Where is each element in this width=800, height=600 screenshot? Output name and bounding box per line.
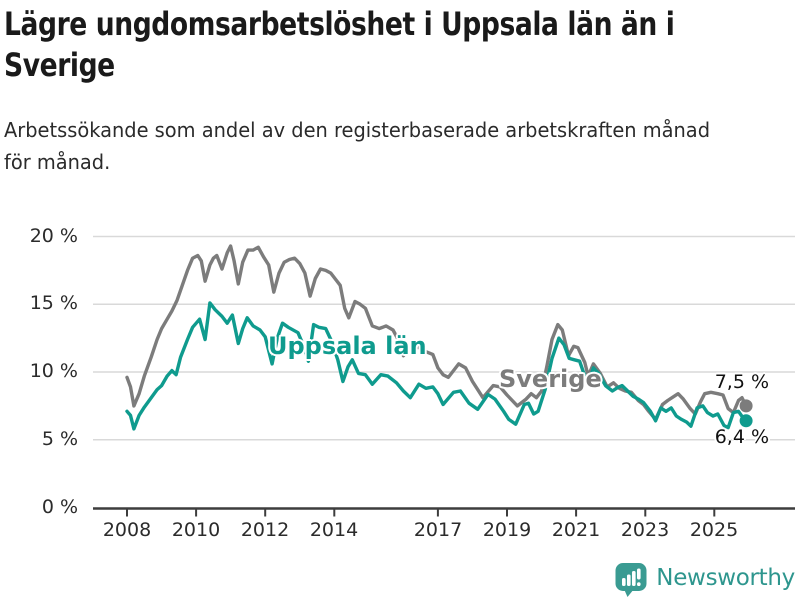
x-axis-label-2023: 2023 [620,519,670,541]
x-axis-label-2012: 2012 [240,519,290,541]
x-axis-label-2017: 2017 [413,519,463,541]
chart-subtitle-line-2: för månad. [4,150,111,174]
newsworthy-brand-link[interactable]: Newsworthy [613,559,795,597]
x-axis-label-2010: 2010 [171,519,221,541]
end-value-label-uppsala: 6,4 % [714,426,769,448]
y-axis-label-20: 20 % [29,225,78,247]
x-axis-label-2008: 2008 [102,519,152,541]
y-axis-label-15: 15 % [29,292,78,314]
end-value-label-sverige: 7,5 % [714,371,769,393]
y-axis-label-5: 5 % [41,428,78,450]
newsworthy-logo-icon [615,563,647,597]
x-axis-label-2021: 2021 [551,519,601,541]
newsworthy-brand-text: Newsworthy [656,565,795,591]
chart-subtitle-line-1: Arbetssökande som andel av den registerb… [4,118,711,142]
end-dot-sverige [739,399,753,413]
series-label-sverige: Sverige [499,365,602,393]
x-axis-label-2025: 2025 [689,519,739,541]
y-axis-label-10: 10 % [29,360,78,382]
page-title-line-1: Lägre ungdomsarbetslöshet i Uppsala län … [4,5,675,43]
page-title-line-2: Sverige [4,46,115,84]
x-axis-label-2014: 2014 [309,519,359,541]
y-axis-label-0: 0 % [41,496,78,518]
series-label-uppsala-lan: Uppsala län [268,332,427,360]
end-dot-uppsala-län [739,414,753,428]
chart-subtitle: Arbetssökande som andel av den registerb… [4,114,800,178]
page-title: Lägre ungdomsarbetslöshet i Uppsala län … [4,4,800,86]
line-uppsala-län [125,301,748,431]
x-axis-label-2019: 2019 [482,519,532,541]
